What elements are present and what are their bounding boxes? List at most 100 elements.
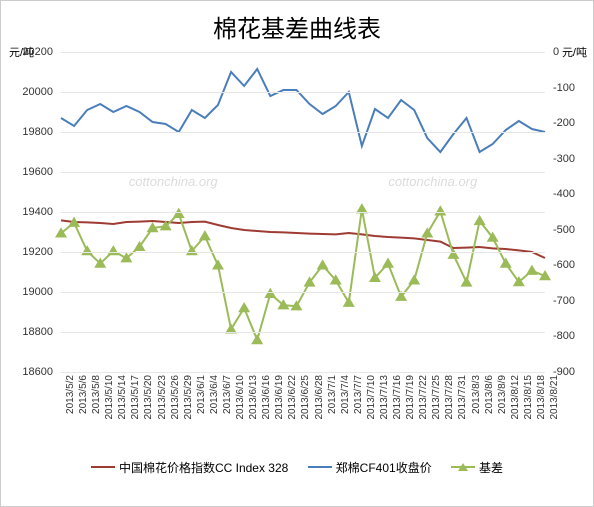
y-left-tick: 18800 [22, 326, 53, 338]
legend-swatch [308, 466, 332, 468]
y-right-tick: -800 [553, 330, 575, 342]
legend: 中国棉花价格指数CC Index 328 郑棉CF401收盘价 基差 [1, 453, 593, 484]
series-marker [343, 297, 355, 307]
x-tick: 2013/6/16 [261, 375, 272, 420]
x-tick: 2013/5/2 [65, 375, 76, 414]
y-left-tick: 18600 [22, 366, 53, 378]
x-tick: 2013/5/29 [183, 375, 194, 420]
x-axis: 2013/5/22013/5/62013/5/82013/5/102013/5/… [61, 373, 545, 453]
series-marker [317, 259, 329, 269]
x-tick: 2013/5/23 [157, 375, 168, 420]
grid-line [61, 172, 545, 173]
x-tick: 2013/6/19 [274, 375, 285, 420]
chart-body: 元/吨 元/吨 18600188001900019200194001960019… [1, 48, 593, 453]
x-tick: 2013/8/18 [536, 375, 547, 420]
x-tick: 2013/6/28 [314, 375, 325, 420]
legend-label: 基差 [479, 459, 503, 476]
y-left-tick: 19600 [22, 166, 53, 178]
legend-item-cf401: 郑棉CF401收盘价 [308, 459, 432, 476]
y-right-tick: 0 [553, 46, 559, 58]
series-marker [434, 205, 446, 215]
plot-area: cottonchina.org cottonchina.org [61, 52, 545, 373]
y-axis-right: 0-100-200-300-400-500-600-700-800-900 [549, 52, 593, 373]
chart-title: 棉花基差曲线表 [1, 1, 593, 48]
x-tick: 2013/6/7 [222, 375, 233, 414]
series-marker [421, 227, 433, 237]
grid-line [61, 52, 545, 53]
grid-line [61, 92, 545, 93]
y-left-tick: 19800 [22, 126, 53, 138]
y-axis-left: 1860018800190001920019400196001980020000… [1, 52, 57, 373]
legend-label: 中国棉花价格指数CC Index 328 [119, 459, 288, 476]
grid-line [61, 132, 545, 133]
x-tick: 2013/6/13 [248, 375, 259, 420]
series-marker [238, 302, 250, 312]
series-marker [474, 215, 486, 225]
x-tick: 2013/7/13 [379, 375, 390, 420]
series-marker [199, 230, 211, 240]
series-marker [251, 334, 263, 344]
y-right-tick: -500 [553, 224, 575, 236]
y-left-tick: 19400 [22, 206, 53, 218]
x-tick: 2013/7/1 [327, 375, 338, 414]
y-right-tick: -300 [553, 153, 575, 165]
legend-swatch [451, 466, 475, 468]
x-tick: 2013/8/12 [510, 375, 521, 420]
x-tick: 2013/5/10 [104, 375, 115, 420]
x-tick: 2013/5/17 [130, 375, 141, 420]
x-tick: 2013/7/7 [353, 375, 364, 414]
series-marker [408, 274, 420, 284]
y-right-tick: -700 [553, 295, 575, 307]
series-line [61, 209, 545, 340]
x-tick: 2013/7/19 [405, 375, 416, 420]
x-tick: 2013/5/6 [78, 375, 89, 414]
y-right-tick: -600 [553, 259, 575, 271]
grid-line [61, 212, 545, 213]
y-right-tick: -200 [553, 117, 575, 129]
y-left-tick: 19000 [22, 286, 53, 298]
series-marker [461, 276, 473, 286]
series-marker [382, 258, 394, 268]
x-tick: 2013/7/4 [340, 375, 351, 414]
legend-swatch [91, 466, 115, 468]
x-tick: 2013/6/4 [209, 375, 220, 414]
x-tick: 2013/6/1 [196, 375, 207, 414]
grid-line [61, 332, 545, 333]
legend-item-ccindex: 中国棉花价格指数CC Index 328 [91, 459, 288, 476]
x-tick: 2013/6/10 [235, 375, 246, 420]
series-line [61, 69, 545, 152]
x-tick: 2013/8/6 [484, 375, 495, 414]
series-marker [447, 249, 459, 259]
x-tick: 2013/5/8 [91, 375, 102, 414]
x-tick: 2013/5/14 [117, 375, 128, 420]
x-tick: 2013/7/22 [418, 375, 429, 420]
y-left-tick: 19200 [22, 246, 53, 258]
x-tick: 2013/8/9 [497, 375, 508, 414]
legend-item-basis: 基差 [451, 459, 503, 476]
grid-line [61, 252, 545, 253]
series-marker [107, 245, 119, 255]
y-left-tick: 20200 [22, 46, 53, 58]
x-tick: 2013/7/10 [366, 375, 377, 420]
y-left-tick: 20000 [22, 86, 53, 98]
y-right-tick: -100 [553, 82, 575, 94]
x-tick: 2013/7/16 [392, 375, 403, 420]
x-tick: 2013/8/15 [523, 375, 534, 420]
series-marker [500, 258, 512, 268]
x-tick: 2013/5/20 [143, 375, 154, 420]
chart-container: 棉花基差曲线表 元/吨 元/吨 186001880019000192001940… [0, 0, 594, 507]
x-tick: 2013/5/26 [170, 375, 181, 420]
y-right-tick: -400 [553, 188, 575, 200]
x-tick: 2013/6/22 [287, 375, 298, 420]
x-tick: 2013/7/31 [457, 375, 468, 420]
x-tick: 2013/7/28 [444, 375, 455, 420]
x-tick: 2013/6/25 [300, 375, 311, 420]
x-tick: 2013/8/3 [471, 375, 482, 414]
grid-line [61, 292, 545, 293]
legend-label: 郑棉CF401收盘价 [336, 459, 432, 476]
series-marker [212, 259, 224, 269]
series-marker [81, 245, 93, 255]
series-marker [526, 265, 538, 275]
x-tick: 2013/8/21 [549, 375, 560, 420]
x-tick: 2013/7/25 [431, 375, 442, 420]
